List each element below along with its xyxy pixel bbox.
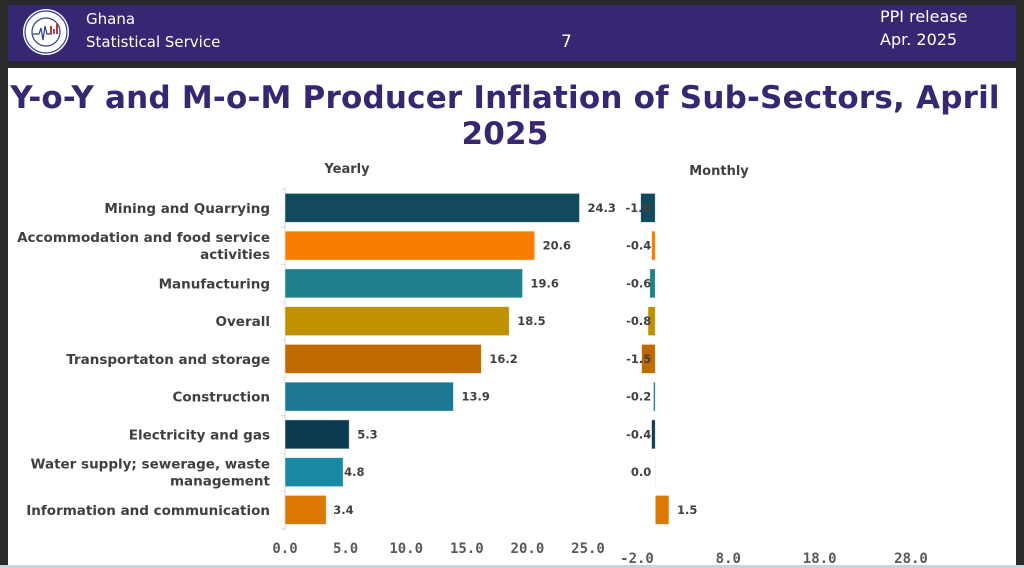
category-label: Manufacturing	[159, 276, 270, 292]
monthly-bar	[640, 192, 656, 223]
yearly-bar	[284, 192, 580, 223]
chart-title: Y-o-Y and M-o-M Producer Inflation of Su…	[0, 80, 1010, 152]
release-info: PPI release Apr. 2025	[880, 5, 967, 51]
monthly-bar	[654, 457, 657, 488]
category-label: Overall	[216, 314, 270, 330]
yearly-bar	[284, 306, 510, 337]
category-label: Transportaton and storage	[66, 352, 270, 368]
category-label: Information and communication	[26, 503, 270, 519]
category-label: Construction	[172, 390, 270, 406]
yearly-bar	[284, 381, 454, 412]
yearly-bar	[284, 419, 350, 450]
yearly-value-label: 5.3	[357, 427, 377, 441]
panel-title-yearly: Yearly	[323, 162, 370, 177]
monthly-value-label: -0.4	[626, 239, 651, 253]
monthly-value-label: -0.8	[626, 314, 651, 328]
yearly-tick-label: 0.0	[272, 541, 297, 557]
yearly-value-label: 13.9	[461, 390, 489, 404]
monthly-value-label: -1.5	[626, 352, 651, 366]
yearly-value-label: 3.4	[333, 503, 353, 517]
yearly-value-label: 4.8	[344, 465, 364, 479]
category-label: Mining and Quarrying	[104, 201, 270, 217]
monthly-bar	[651, 419, 656, 450]
organization-name: Ghana Statistical Service	[86, 8, 220, 54]
monthly-tick-label: 18.0	[803, 551, 837, 567]
release-line-1: PPI release	[880, 7, 968, 26]
slide-header: Ghana Statistical Service 7 PPI release …	[8, 5, 1016, 61]
category-label: Accommodation and food service	[17, 230, 270, 246]
monthly-value-label: -0.4	[626, 427, 651, 441]
yearly-value-label: 16.2	[489, 352, 517, 366]
bottom-border	[0, 565, 1024, 568]
monthly-value-label: -0.6	[626, 276, 651, 290]
panel-title-monthly: Monthly	[689, 164, 749, 179]
category-label: management	[170, 474, 271, 490]
yearly-tick-label: 10.0	[389, 541, 423, 557]
monthly-tick-label: -2.0	[620, 551, 654, 567]
monthly-tick-label: 28.0	[894, 551, 928, 567]
monthly-bar	[654, 494, 670, 525]
monthly-value-label: 1.5	[677, 503, 697, 517]
ghana-statistical-service-logo-icon	[23, 9, 69, 55]
yearly-tick-label: 25.0	[571, 541, 605, 557]
yearly-value-label: 18.5	[517, 314, 545, 328]
yearly-bar	[284, 230, 536, 261]
category-label: Water supply; sewerage, waste	[31, 457, 270, 473]
org-line-2: Statistical Service	[86, 33, 221, 51]
yearly-value-label: 20.6	[543, 239, 571, 253]
release-line-2: Apr. 2025	[880, 30, 958, 49]
yearly-tick-label: 15.0	[450, 541, 484, 557]
yearly-tick-label: 5.0	[333, 541, 358, 557]
monthly-bar	[647, 306, 656, 337]
monthly-value-label: 0.0	[631, 465, 651, 479]
yearly-bar	[284, 494, 327, 525]
monthly-bar	[651, 230, 656, 261]
org-line-1: Ghana	[86, 10, 136, 28]
yearly-tick-label: 20.0	[511, 541, 545, 557]
monthly-value-label: -1.6	[625, 201, 650, 215]
yearly-value-label: 19.6	[531, 276, 559, 290]
monthly-bar	[641, 343, 656, 374]
monthly-bar	[649, 268, 656, 299]
yearly-bar	[284, 457, 344, 488]
monthly-value-label: -0.2	[626, 390, 651, 404]
page-number: 7	[561, 32, 572, 52]
chart-title-text: Y-o-Y and M-o-M Producer Inflation of Su…	[10, 80, 1000, 152]
monthly-tick-label: 8.0	[716, 551, 741, 567]
slide-content	[8, 68, 1016, 568]
yearly-value-label: 24.3	[588, 201, 616, 215]
category-label: Electricity and gas	[129, 427, 270, 443]
monthly-bar	[653, 381, 656, 412]
yearly-bar	[284, 268, 523, 299]
category-label: activities	[200, 247, 270, 263]
yearly-bar	[284, 343, 482, 374]
